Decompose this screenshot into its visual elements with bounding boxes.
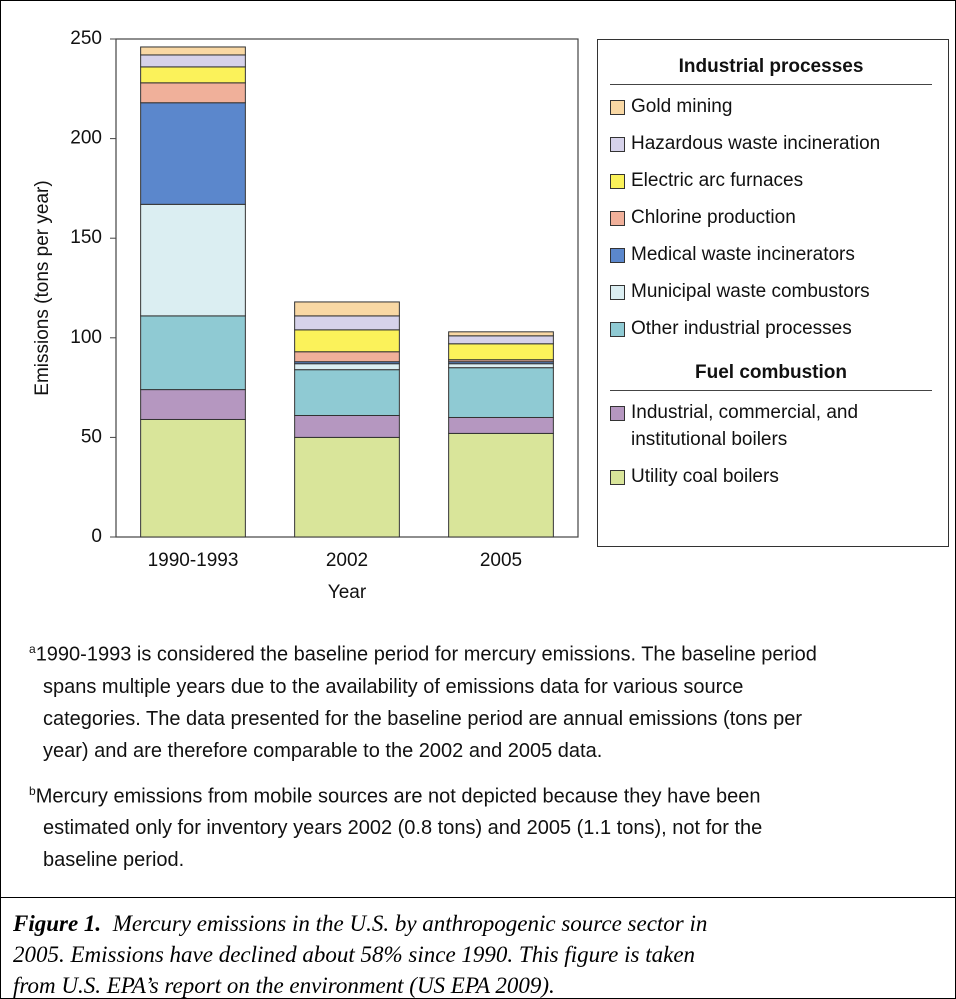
x-tick-label: 1990-1993	[148, 550, 239, 571]
legend-group-title: Industrial processes	[610, 46, 932, 85]
y-tick-label: 100	[70, 327, 102, 348]
footnotes: a1990-1993 is considered the baseline pe…	[29, 633, 817, 884]
y-axis-label: Emissions (tons per year)	[32, 180, 53, 395]
footnote-text: spans multiple years due to the availabi…	[43, 675, 744, 698]
footnote-line: categories. The data presented for the b…	[29, 703, 817, 735]
legend-label: Utility coal boilers	[631, 466, 779, 487]
legend-swatch	[610, 285, 625, 300]
legend-item: Chlorine production	[610, 204, 932, 231]
legend-label: Gold mining	[631, 96, 733, 117]
legend-swatch	[610, 100, 625, 115]
bar-segment	[294, 315, 400, 331]
y-tick-label: 0	[91, 526, 102, 547]
bar-segment	[448, 335, 554, 345]
footnote-text: year) and are therefore comparable to th…	[43, 739, 603, 762]
y-tick-label: 50	[81, 426, 102, 447]
legend-label: Electric arc furnaces	[631, 170, 804, 191]
footnote: bMercury emissions from mobile sources a…	[29, 775, 817, 877]
caption-label: Figure 1.	[13, 911, 102, 936]
y-tick-label: 150	[70, 227, 102, 248]
bar-segment	[294, 369, 400, 416]
caption-text: 2005. Emissions have declined about 58% …	[13, 942, 696, 967]
footnote-text: estimated only for inventory years 2002 …	[43, 817, 763, 840]
bar-segment	[294, 363, 400, 371]
legend-item: Hazardous waste incineration	[610, 130, 932, 157]
bar-segment	[294, 329, 400, 353]
x-tick-label: 2002	[326, 550, 368, 571]
bar-segment	[140, 46, 246, 56]
footnote-line: spans multiple years due to the availabi…	[29, 671, 817, 703]
legend-label: Other industrial processes	[631, 318, 852, 339]
footnote-text: baseline period.	[43, 849, 185, 872]
legend-swatch	[610, 137, 625, 152]
legend-label: Industrial, commercial, and institutiona…	[631, 402, 859, 450]
bar-segment	[140, 54, 246, 68]
footnote-line: a1990-1993 is considered the baseline pe…	[29, 633, 817, 671]
footnote-text: Mercury emissions from mobile sources ar…	[35, 785, 761, 808]
footnote-marker: b	[29, 783, 36, 798]
legend-label: Chlorine production	[631, 207, 796, 228]
caption-text: from U.S. EPA’s report on the environmen…	[13, 973, 555, 998]
legend-item: Utility coal boilers	[610, 463, 932, 490]
caption: Figure 1. Mercury emissions in the U.S. …	[1, 897, 955, 998]
bar-segment	[448, 363, 554, 369]
chart: Emissions (tons per year) Year 0 50 100 150…	[32, 28, 579, 603]
bar-segment	[140, 66, 246, 84]
legend-swatch	[610, 174, 625, 189]
legend-label: Medical waste incinerators	[631, 244, 855, 265]
x-axis-label: Year	[328, 582, 367, 603]
bar-segment	[140, 315, 246, 391]
legend-label: Hazardous waste incineration	[631, 133, 881, 154]
legend-item: Medical waste incinerators	[610, 241, 932, 268]
bar-segment	[294, 414, 400, 438]
footnote-text: 1990-1993 is considered the baseline per…	[35, 643, 817, 666]
bar-segment	[448, 343, 554, 361]
bar-segment	[140, 102, 246, 205]
bar-segment	[448, 416, 554, 434]
caption-line: from U.S. EPA’s report on the environmen…	[13, 970, 955, 998]
legend: Industrial processes Gold mining Hazardous…	[597, 39, 949, 547]
legend-item: Other industrial processes	[610, 315, 932, 342]
bar-segment	[294, 351, 400, 363]
bar-segment	[140, 82, 246, 104]
legend-label: Municipal waste combustors	[631, 281, 870, 302]
y-tick-label: 200	[70, 128, 102, 149]
bar-segment	[140, 389, 246, 420]
caption-text: Mercury emissions in the U.S. by anthrop…	[112, 911, 708, 936]
legend-item: Gold mining	[610, 93, 932, 120]
footnote: a1990-1993 is considered the baseline pe…	[29, 633, 817, 767]
bar-segment	[140, 203, 246, 317]
legend-item: Municipal waste combustors	[610, 278, 932, 305]
legend-swatch	[610, 248, 625, 263]
footnote-line: estimated only for inventory years 2002 …	[29, 812, 817, 844]
legend-item: Industrial, commercial, and institutiona…	[610, 399, 932, 453]
legend-item: Electric arc furnaces	[610, 167, 932, 194]
bar-segment	[140, 418, 246, 538]
footnote-line: baseline period.	[29, 844, 817, 876]
bar-segment	[448, 367, 554, 418]
bar-segment	[448, 331, 554, 337]
legend-swatch	[610, 470, 625, 485]
bar-segment	[294, 301, 400, 317]
caption-line: Figure 1. Mercury emissions in the U.S. …	[13, 908, 955, 939]
footnote-line: year) and are therefore comparable to th…	[29, 735, 817, 767]
y-tick-label: 250	[70, 28, 102, 49]
legend-group-title: Fuel combustion	[610, 352, 932, 391]
footnote-text: categories. The data presented for the b…	[43, 707, 802, 730]
footnote-marker: a	[29, 642, 36, 656]
legend-swatch	[610, 406, 625, 421]
bar-segment	[448, 432, 554, 538]
footnote-line: bMercury emissions from mobile sources a…	[29, 775, 817, 813]
x-tick-label: 2005	[480, 550, 522, 571]
bar-segment	[294, 436, 400, 538]
caption-line: 2005. Emissions have declined about 58% …	[13, 939, 955, 970]
legend-swatch	[610, 322, 625, 337]
legend-swatch	[610, 211, 625, 226]
